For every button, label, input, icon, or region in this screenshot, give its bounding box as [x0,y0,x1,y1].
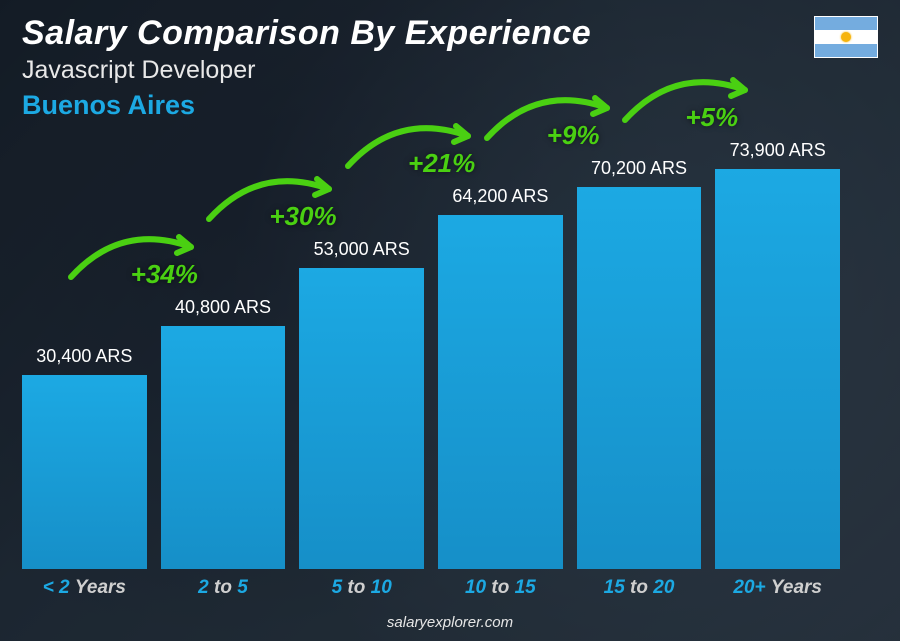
x-axis-category: 2 to 5 [161,577,286,599]
percent-increase-label: +30% [269,201,336,232]
x-axis-category: 15 to 20 [577,577,702,599]
percent-increase-text: +21% [408,148,475,178]
percent-increase-text: +9% [547,120,600,150]
percent-increase-label: +9% [547,120,600,151]
bar-value-label: 40,800 ARS [175,297,271,318]
percent-increase-label: +21% [408,148,475,179]
page-title: Salary Comparison By Experience [22,14,591,53]
x-axis-category: 10 to 15 [438,577,563,599]
x-axis-labels: < 2 Years 2 to 5 5 to 10 10 to 15 15 to 20 20… [22,577,840,599]
percent-increase-label: +5% [685,102,738,133]
bar-wrap: 64,200 ARS+21% [438,186,563,569]
infographic-content: Salary Comparison By Experience Javascri… [0,0,900,641]
bar-value-label: 73,900 ARS [730,140,826,161]
salary-bar-chart: 30,400 ARS40,800 ARS+34%53,000 ARS+30%64… [22,139,840,569]
bar-wrap: 73,900 ARS+5% [715,140,840,569]
percent-increase-text: +30% [269,201,336,231]
x-axis-category: 5 to 10 [299,577,424,599]
salary-bar [299,268,424,569]
percent-increase-text: +5% [685,102,738,132]
salary-bar [22,375,147,569]
bar-value-label: 70,200 ARS [591,158,687,179]
salary-bar [438,215,563,569]
salary-bar [161,326,286,569]
bar-wrap: 70,200 ARS+9% [577,158,702,569]
salary-bar [715,169,840,569]
percent-increase-text: +34% [131,259,198,289]
bar-value-label: 53,000 ARS [314,239,410,260]
bar-wrap: 30,400 ARS [22,346,147,569]
x-axis-category: < 2 Years [22,577,147,599]
source-footer: salaryexplorer.com [0,614,900,631]
salary-bar [577,187,702,569]
bar-value-label: 64,200 ARS [452,186,548,207]
bar-wrap: 40,800 ARS+34% [161,297,286,569]
job-title: Javascript Developer [22,56,255,85]
x-axis-category: 20+ Years [715,577,840,599]
percent-increase-label: +34% [131,259,198,290]
location-label: Buenos Aires [22,90,195,121]
argentina-flag-icon [814,16,878,58]
bar-wrap: 53,000 ARS+30% [299,239,424,569]
bar-value-label: 30,400 ARS [36,346,132,367]
